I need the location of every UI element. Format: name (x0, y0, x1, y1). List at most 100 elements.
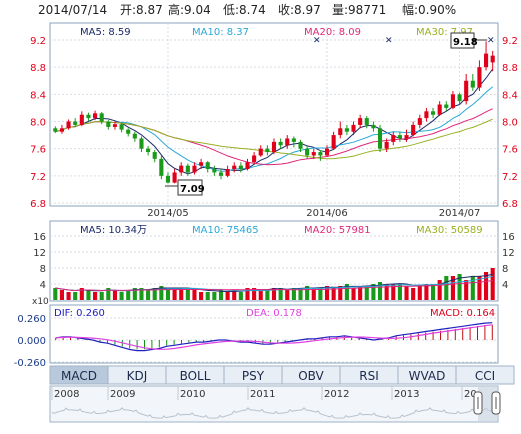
candle-body (450, 94, 455, 108)
price-y-tick-right: 7.2 (502, 172, 518, 183)
candle-body (470, 80, 475, 88)
candle-body (285, 138, 290, 146)
header-close: 收:8.97 (278, 3, 321, 17)
candle-body (484, 53, 489, 68)
candle-body (464, 80, 469, 102)
candle-body (305, 148, 310, 156)
macd-y-tick: 0.260 (17, 314, 46, 325)
candle-body (59, 128, 64, 132)
candle-body (364, 118, 369, 125)
volume-bar (351, 288, 356, 300)
candle-body (278, 141, 283, 146)
price-y-tick-right: 8.0 (502, 118, 518, 129)
candle-body (152, 152, 157, 159)
candle-body (212, 169, 217, 173)
timeline-years: 2008 2009 2010 2011 2012 2013 20 (51, 386, 477, 400)
volume-bar (338, 286, 343, 300)
candle-body (112, 124, 118, 127)
volume-bar (53, 288, 58, 300)
candle-body (205, 162, 210, 170)
volume-bar (126, 290, 131, 300)
candle-body (417, 118, 422, 125)
volume-y-tick-right: 16 (502, 232, 515, 243)
candle-body (444, 104, 449, 108)
candle-body (119, 124, 124, 130)
candle-body (53, 128, 58, 132)
volume-bar (179, 290, 184, 300)
header-low: 低:8.74 (223, 3, 266, 17)
timeline-year-label: 2010 (180, 389, 205, 400)
timeline-year-label: 2011 (250, 389, 275, 400)
volume-bar (444, 276, 449, 300)
volume-bar (371, 284, 376, 300)
marker-star-icon[interactable]: ✕ (385, 36, 393, 46)
volume-bar (377, 282, 383, 300)
macd-dea-line (55, 324, 493, 350)
volume-bar (305, 286, 310, 300)
macd-dea-label: DEA: 0.178 (246, 308, 302, 319)
timeline-navigator[interactable] (49, 385, 499, 423)
legend-ma5: MA5: 8.59 (80, 27, 131, 38)
macd-dif-label: DIF: 0.260 (54, 308, 105, 319)
candle-body (199, 162, 204, 166)
candle-body (146, 148, 151, 153)
volume-bar (464, 280, 469, 300)
candle-body (172, 172, 177, 183)
candle-body (358, 118, 363, 125)
candle-body (477, 67, 482, 88)
volume-bar (364, 286, 369, 300)
candle-body (291, 138, 296, 142)
volume-y-tick: 12 (33, 248, 46, 259)
volume-y-tick-right: 8 (502, 264, 508, 275)
price-y-ticks-right: 9.2 8.8 8.4 8.0 7.6 7.2 6.8 (502, 36, 518, 210)
candle-body (73, 121, 78, 125)
volume-bar (384, 284, 389, 300)
tab-cci[interactable] (455, 365, 515, 385)
timeline-year-label: 2012 (324, 389, 349, 400)
marker-star-icon[interactable]: ✕ (487, 36, 495, 46)
candle-body (338, 128, 343, 136)
candle-body (377, 128, 383, 149)
volume-bar (344, 284, 349, 300)
volume-bar (146, 290, 151, 300)
tab-label: KDJ (127, 369, 148, 383)
price-y-tick: 7.6 (30, 145, 46, 156)
candle-body (218, 172, 224, 176)
volume-bar (132, 288, 137, 300)
volume-bar (205, 292, 210, 300)
macd-panel (49, 304, 499, 364)
marker-star-icon[interactable]: ✕ (313, 36, 321, 46)
indicator-tabs: MACD KDJ BOLL PSY OBV RSI WVAD CCI (49, 365, 515, 385)
macd-y-tick: -0.260 (14, 358, 46, 369)
volume-bar (258, 290, 263, 300)
volume-panel (49, 220, 499, 302)
candle-body (384, 141, 389, 149)
candle-body (79, 114, 84, 125)
candle-body (132, 133, 137, 139)
volume-bar (477, 276, 482, 300)
price-y-tick-right: 9.2 (502, 36, 518, 47)
candle-body (371, 124, 376, 129)
volume-bar (271, 288, 277, 300)
volume-bar (218, 290, 224, 300)
volume-y-tick-right: 4 (502, 280, 508, 291)
candle-body (271, 141, 277, 153)
volume-bar (252, 288, 257, 300)
high-label: 9.18 (453, 37, 478, 48)
volume-bar (152, 288, 157, 300)
volume-bar (165, 288, 171, 300)
volume-grid (50, 235, 498, 285)
volume-bar (285, 290, 290, 300)
volume-bar (397, 284, 402, 300)
candle-body (165, 175, 171, 183)
tab-label: BOLL (180, 369, 211, 383)
candle-body (457, 94, 462, 102)
volume-bar (430, 284, 436, 300)
low-label-box (177, 179, 203, 196)
volume-bar (424, 284, 429, 300)
volume-bar (199, 292, 204, 300)
price-y-tick: 9.2 (30, 36, 46, 47)
volume-bar (391, 284, 396, 300)
